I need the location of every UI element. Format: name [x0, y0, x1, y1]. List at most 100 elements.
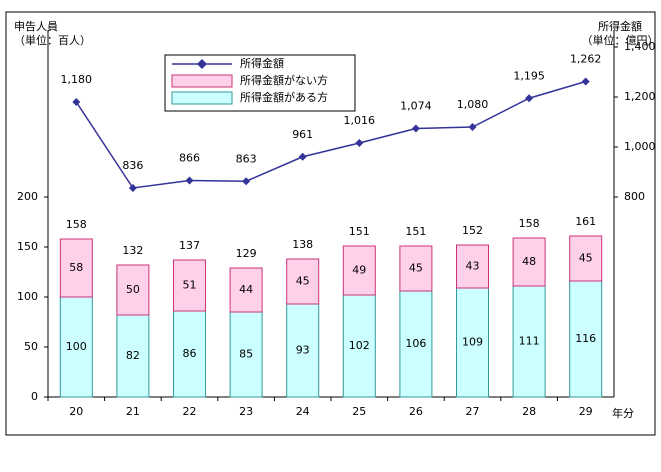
y-tick-label: 200	[17, 190, 38, 203]
total-label: 161	[575, 215, 596, 228]
bar-value-label: 93	[296, 344, 310, 357]
line-marker	[355, 139, 364, 147]
bar-segment	[229, 311, 263, 398]
total-label: 129	[236, 247, 257, 260]
x-tick-label: 24	[296, 405, 310, 418]
bar-segment	[512, 285, 546, 398]
bar-value-label: 48	[522, 255, 536, 268]
y2-tick-label: 1,200	[624, 90, 656, 103]
bar-segment	[173, 259, 206, 312]
total-label: 158	[66, 218, 87, 231]
bar-value-label: 106	[405, 337, 426, 350]
bar-value-label: 102	[349, 339, 370, 352]
bar-value-label: 86	[183, 347, 197, 360]
total-label: 138	[292, 238, 313, 251]
y2-tick-label: 1,400	[624, 40, 656, 53]
line-marker	[468, 123, 477, 131]
line-value-label: 836	[122, 159, 143, 172]
total-label: 151	[405, 225, 426, 238]
bar-segment	[229, 267, 263, 313]
line-marker	[581, 77, 590, 86]
y2-tick-label: 800	[624, 190, 645, 203]
y-tick-label: 100	[17, 290, 38, 303]
line-marker	[128, 184, 137, 192]
bar-value-label: 50	[126, 283, 140, 296]
legend-label: 所得金額がある方	[240, 90, 328, 104]
bar-segment	[286, 303, 320, 398]
bar-value-label: 49	[352, 264, 366, 277]
bar-segment	[173, 310, 206, 398]
bar-segment	[59, 296, 93, 398]
bar-segment	[399, 290, 433, 398]
bar-segment	[286, 258, 320, 305]
y2-tick-label: 1,000	[624, 140, 656, 153]
line-marker	[298, 152, 307, 161]
x-tick-label: 22	[183, 405, 197, 418]
bar-value-label: 111	[519, 335, 540, 348]
y-axis-title: 申告人員	[14, 20, 58, 33]
bar-segment	[116, 314, 150, 398]
frame	[5, 11, 656, 436]
total-label: 132	[122, 244, 143, 257]
legend-label: 所得金額がない方	[240, 73, 328, 87]
bar-segment	[512, 237, 546, 287]
y2-axis-title: （単位：億円）	[582, 33, 659, 47]
line-value-label: 1,180	[61, 73, 93, 86]
bar-value-label: 85	[239, 348, 253, 361]
legend-swatch	[171, 91, 233, 105]
x-tick-label: 23	[239, 405, 253, 418]
bar-value-label: 116	[575, 332, 596, 345]
line-value-label: 961	[292, 128, 313, 141]
y-axis-title: （単位：百人）	[14, 33, 91, 47]
total-label: 151	[349, 225, 370, 238]
line-value-label: 866	[179, 152, 200, 165]
x-tick-label: 21	[126, 405, 140, 418]
bar-segment	[569, 235, 603, 282]
x-tick-label: 25	[352, 405, 366, 418]
x-tick-label: 26	[409, 405, 423, 418]
bar-value-label: 45	[409, 262, 423, 275]
bar-value-label: 109	[462, 336, 483, 349]
x-axis-title: 年分	[612, 406, 634, 420]
legend-swatch	[171, 74, 233, 88]
bar-segment	[342, 245, 376, 296]
bar-value-label: 45	[296, 275, 310, 288]
line	[75, 80, 586, 189]
bar-value-label: 82	[126, 349, 140, 362]
y-tick-label: 150	[17, 240, 38, 253]
legend-label: 所得金額	[240, 56, 284, 70]
y-tick-label: 50	[24, 340, 38, 353]
line-value-label: 1,195	[513, 69, 545, 82]
bar-value-label: 51	[183, 279, 197, 292]
line-value-label: 863	[236, 152, 257, 165]
bar-value-label: 44	[239, 283, 253, 296]
line-value-label: 1,074	[400, 100, 432, 113]
y2-axis-title: 所得金額	[598, 19, 642, 33]
bar-segment	[569, 280, 603, 398]
bar-value-label: 100	[66, 340, 87, 353]
line-marker	[525, 94, 534, 103]
bar-segment	[116, 264, 150, 316]
legend-marker	[197, 59, 207, 69]
x-tick-label: 29	[579, 405, 593, 418]
bar-value-label: 43	[466, 260, 480, 273]
line-marker	[242, 177, 251, 186]
bar-segment	[456, 244, 489, 289]
y-tick-label: 0	[31, 390, 38, 403]
total-label: 152	[462, 224, 483, 237]
line-marker	[72, 98, 81, 106]
bar-segment	[59, 238, 93, 298]
x-tick-label: 28	[522, 405, 536, 418]
total-label: 137	[179, 239, 200, 252]
line-marker	[185, 176, 194, 185]
x-tick-label: 20	[69, 405, 83, 418]
line-marker	[411, 124, 420, 133]
bar-value-label: 58	[69, 261, 83, 274]
line-value-label: 1,016	[344, 114, 376, 127]
bar-segment	[399, 245, 433, 292]
bar-value-label: 45	[579, 252, 593, 265]
line-value-label: 1,262	[570, 53, 602, 66]
total-label: 158	[519, 217, 540, 230]
line-value-label: 1,080	[457, 98, 489, 111]
